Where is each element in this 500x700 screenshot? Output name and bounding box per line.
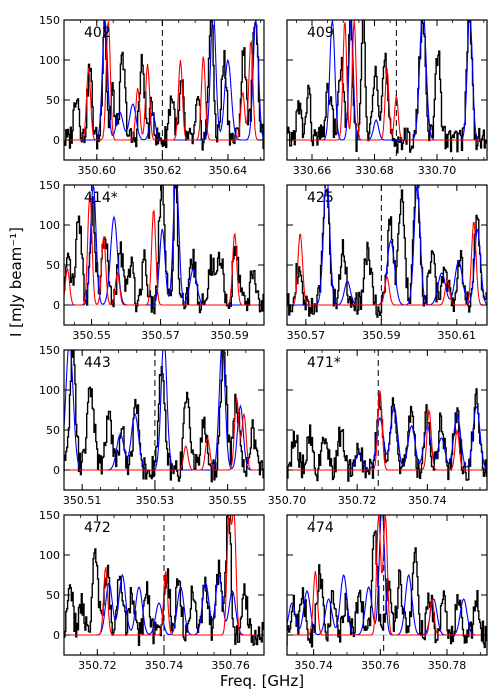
panel-6: 350.72 350.74 350.76 0 50 100 150 472 (39, 509, 265, 672)
plot-area (287, 20, 487, 160)
model-species-line (287, 515, 487, 636)
panel-frame (63, 184, 265, 326)
panel-frame (286, 19, 488, 161)
model-total-line (287, 185, 487, 306)
observed-spectrum-line (287, 388, 487, 482)
x-tick-label: 350.76 (211, 659, 250, 672)
observed-spectrum-line (64, 515, 264, 646)
observed-spectrum-line (287, 20, 487, 154)
plot-area (64, 20, 264, 160)
panel-frame (286, 184, 488, 326)
panel-label: 409 (307, 25, 334, 41)
y-tick-label: 100 (39, 219, 60, 232)
y-tick-label: 0 (53, 629, 60, 642)
plot-area (64, 350, 264, 490)
x-tick-label: 350.55 (72, 329, 111, 342)
y-tick-label: 0 (53, 464, 60, 477)
x-tick-label: 350.78 (428, 659, 467, 672)
x-tick-label: 350.51 (63, 494, 102, 507)
x-tick-label: 350.64 (209, 164, 248, 177)
model-species-line (287, 20, 487, 141)
panel-label: 402 (84, 25, 111, 41)
panel-frame (286, 349, 488, 491)
panel-frame (63, 19, 265, 161)
x-tick-label: 350.70 (268, 494, 307, 507)
panel-0: 350.60 350.62 350.64 0 50 100 150 402 (39, 14, 265, 177)
x-tick-label: 350.72 (338, 494, 377, 507)
x-tick-label: 350.62 (143, 164, 182, 177)
y-tick-label: 50 (46, 259, 60, 272)
x-tick-label: 350.57 (141, 329, 180, 342)
x-tick-label: 350.74 (145, 659, 184, 672)
x-tick-label: 350.53 (136, 494, 175, 507)
y-tick-label: 0 (53, 134, 60, 147)
x-tick-label: 350.72 (78, 659, 117, 672)
y-tick-label: 50 (46, 94, 60, 107)
x-tick-label: 350.74 (408, 494, 447, 507)
panel-7: 350.74 350.76 350.78 474 (286, 514, 488, 672)
model-species-line (287, 390, 487, 471)
y-tick-label: 100 (39, 54, 60, 67)
panel-label: 472 (84, 520, 111, 536)
y-tick-label: 100 (39, 549, 60, 562)
plot-area (287, 350, 487, 490)
panel-label: 443 (84, 355, 111, 371)
panel-label: 425 (307, 190, 334, 206)
y-tick-label: 150 (39, 344, 60, 357)
x-tick-label: 350.74 (294, 659, 333, 672)
x-tick-label: 350.60 (78, 164, 117, 177)
panel-label: 474 (307, 520, 334, 536)
observed-spectrum-line (287, 530, 487, 649)
plot-area (287, 515, 487, 655)
model-species-line (64, 193, 264, 306)
x-tick-label: 330.70 (418, 164, 457, 177)
x-tick-label: 350.59 (210, 329, 249, 342)
x-tick-label: 350.55 (208, 494, 247, 507)
x-tick-label: 350.61 (438, 329, 477, 342)
x-axis-title: Freq. [GHz] (220, 672, 304, 690)
panel-1: 330.66 330.68 330.70 409 (286, 19, 488, 177)
panel-5: 350.70 350.72 350.74 471* (268, 349, 488, 507)
x-tick-label: 330.68 (355, 164, 394, 177)
plot-area (287, 185, 487, 325)
y-axis-title: I [mJy beam⁻¹] (7, 227, 25, 337)
observed-spectrum-line (64, 350, 264, 483)
panel-frame (63, 349, 265, 491)
panel-3: 350.57 350.59 350.61 425 (286, 184, 488, 342)
y-tick-label: 150 (39, 509, 60, 522)
x-tick-label: 350.57 (287, 329, 326, 342)
model-total-line (64, 185, 264, 306)
y-tick-label: 100 (39, 384, 60, 397)
model-species-line (64, 397, 264, 471)
model-species-line (287, 221, 487, 306)
panel-2: 350.55 350.57 350.59 0 50 100 150 414* (39, 179, 265, 342)
y-tick-label: 150 (39, 179, 60, 192)
y-tick-label: 50 (46, 424, 60, 437)
y-tick-label: 0 (53, 299, 60, 312)
panel-label: 414* (84, 190, 118, 206)
plot-area (64, 185, 264, 315)
y-tick-label: 150 (39, 14, 60, 27)
panel-frame (286, 514, 488, 656)
model-species-line (64, 21, 264, 141)
x-tick-label: 350.59 (362, 329, 401, 342)
panel-label: 471* (307, 355, 341, 371)
panel-4: 350.51 350.53 350.55 0 50 100 150 443 (39, 344, 265, 507)
x-tick-label: 330.66 (293, 164, 332, 177)
x-tick-label: 350.76 (361, 659, 400, 672)
y-tick-label: 50 (46, 589, 60, 602)
